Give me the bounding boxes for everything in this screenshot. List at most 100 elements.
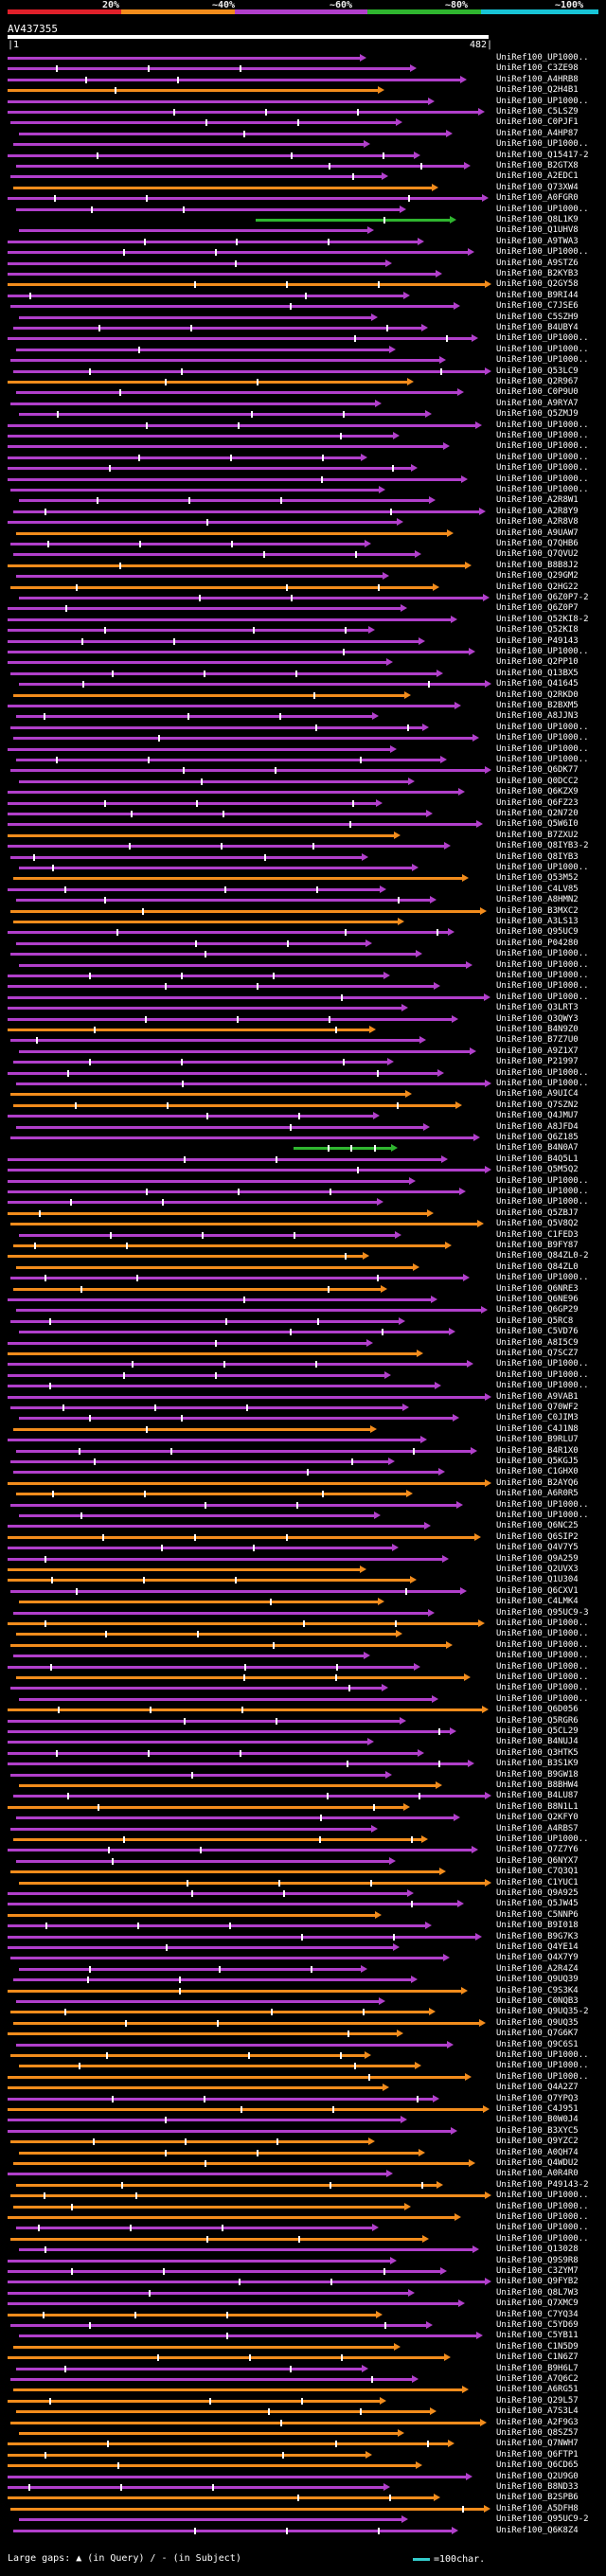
- hit-row[interactable]: UniRef100_A7S3L4: [0, 2406, 606, 2417]
- hit-row[interactable]: UniRef100_B4N9Z0: [0, 1025, 606, 1035]
- hit-label[interactable]: UniRef100_Q9UQ35: [496, 2017, 579, 2028]
- hit-label[interactable]: UniRef100_Q9A259: [496, 1553, 579, 1564]
- hit-row[interactable]: UniRef100_A8JFD4: [0, 1122, 606, 1133]
- hit-row[interactable]: UniRef100_Q7XMC9: [0, 2299, 606, 2309]
- hit-row[interactable]: UniRef100_B8ND33: [0, 2482, 606, 2493]
- hit-row[interactable]: UniRef100_C0P9U0: [0, 387, 606, 398]
- hit-row[interactable]: UniRef100_Q7QHB6: [0, 539, 606, 549]
- hit-row[interactable]: UniRef100_UP1000..: [0, 1359, 606, 1369]
- hit-label[interactable]: UniRef100_Q29L57: [496, 2395, 579, 2406]
- hit-row[interactable]: UniRef100_Q4X7Y9: [0, 1953, 606, 1963]
- hit-row[interactable]: UniRef100_UP1000..: [0, 1197, 606, 1208]
- hit-row[interactable]: UniRef100_Q5JW45: [0, 1899, 606, 1909]
- hit-label[interactable]: UniRef100_Q7YPQ3: [496, 2093, 579, 2103]
- hit-row[interactable]: UniRef100_UP1000..: [0, 647, 606, 657]
- hit-row[interactable]: UniRef100_B3MXC2: [0, 906, 606, 917]
- hit-row[interactable]: UniRef100_UP1000..: [0, 1187, 606, 1197]
- hit-row[interactable]: UniRef100_UP1000..: [0, 453, 606, 463]
- hit-label[interactable]: UniRef100_UP1000..: [496, 1499, 589, 1510]
- hit-label[interactable]: UniRef100_UP1000..: [496, 1651, 589, 1661]
- hit-label[interactable]: UniRef100_B8ND33: [496, 2482, 579, 2492]
- hit-label[interactable]: UniRef100_Q6SIP2: [496, 1531, 579, 1542]
- hit-label[interactable]: UniRef100_Q84ZL0: [496, 1261, 579, 1272]
- hit-row[interactable]: UniRef100_B4UBY4: [0, 323, 606, 333]
- hit-row[interactable]: UniRef100_Q53M52: [0, 873, 606, 884]
- hit-label[interactable]: UniRef100_Q8IYB3-2: [496, 841, 589, 851]
- hit-label[interactable]: UniRef100_Q9C6S1: [496, 2039, 579, 2049]
- hit-row[interactable]: UniRef100_A0QH74: [0, 2148, 606, 2158]
- hit-label[interactable]: UniRef100_UP1000..: [496, 1619, 589, 1628]
- hit-row[interactable]: UniRef100_Q7YPQ3: [0, 2094, 606, 2104]
- hit-label[interactable]: UniRef100_Q95UC9: [496, 927, 579, 938]
- hit-label[interactable]: UniRef100_UP1000..: [496, 1175, 589, 1186]
- hit-label[interactable]: UniRef100_C1N6Z7: [496, 2352, 579, 2363]
- hit-label[interactable]: UniRef100_UP1000..: [496, 1661, 589, 1672]
- hit-label[interactable]: UniRef100_Q6KZX9: [496, 787, 579, 797]
- hit-row[interactable]: UniRef100_B3XYC5: [0, 2126, 606, 2137]
- hit-row[interactable]: UniRef100_Q84ZL0-2: [0, 1251, 606, 1261]
- hit-row[interactable]: UniRef100_Q9S9R8: [0, 2256, 606, 2266]
- hit-row[interactable]: UniRef100_Q8L1K9: [0, 215, 606, 225]
- hit-row[interactable]: UniRef100_Q6CXV1: [0, 1586, 606, 1597]
- hit-label[interactable]: UniRef100_Q7QHB6: [496, 539, 579, 548]
- hit-label[interactable]: UniRef100_UP1000..: [496, 949, 589, 959]
- hit-row[interactable]: UniRef100_UP1000..: [0, 1673, 606, 1683]
- hit-row[interactable]: UniRef100_C5SZH9: [0, 313, 606, 323]
- hit-label[interactable]: UniRef100_Q6CD65: [496, 2460, 579, 2471]
- hit-row[interactable]: UniRef100_UP1000..: [0, 1662, 606, 1673]
- hit-label[interactable]: UniRef100_UP1000..: [496, 333, 589, 344]
- hit-label[interactable]: UniRef100_B7Z7U0: [496, 1035, 579, 1046]
- hit-label[interactable]: UniRef100_C5SZH9: [496, 312, 579, 322]
- hit-row[interactable]: UniRef100_B8N1L1: [0, 1802, 606, 1813]
- hit-label[interactable]: UniRef100_Q9UQ35-2: [496, 2007, 589, 2017]
- hit-row[interactable]: UniRef100_UP1000..: [0, 1511, 606, 1521]
- hit-label[interactable]: UniRef100_Q15417-2: [496, 150, 589, 160]
- hit-label[interactable]: UniRef100_A9STZ6: [496, 258, 579, 268]
- hit-row[interactable]: UniRef100_A9Z1X7: [0, 1046, 606, 1057]
- hit-label[interactable]: UniRef100_UP1000..: [496, 1079, 589, 1088]
- hit-label[interactable]: UniRef100_Q6Z0P7: [496, 603, 579, 614]
- hit-label[interactable]: UniRef100_UP1000..: [496, 247, 589, 258]
- hit-label[interactable]: UniRef100_Q5V8Q2: [496, 1219, 579, 1229]
- hit-label[interactable]: UniRef100_B9RLU7: [496, 1435, 579, 1445]
- hit-label[interactable]: UniRef100_C1N5D9: [496, 2341, 579, 2352]
- hit-row[interactable]: UniRef100_Q8SZ57: [0, 2428, 606, 2439]
- hit-label[interactable]: UniRef100_A9UAW7: [496, 528, 579, 538]
- hit-label[interactable]: UniRef100_UP1000..: [496, 2212, 589, 2222]
- hit-label[interactable]: UniRef100_B4N0A7: [496, 1143, 579, 1154]
- hit-row[interactable]: UniRef100_UP1000..: [0, 2050, 606, 2061]
- hit-row[interactable]: UniRef100_Q5CL29: [0, 1726, 606, 1737]
- hit-row[interactable]: UniRef100_B9G7K3: [0, 1932, 606, 1942]
- hit-row[interactable]: UniRef100_Q9FYB2: [0, 2277, 606, 2287]
- hit-row[interactable]: UniRef100_B4NUJ4: [0, 1737, 606, 1747]
- hit-row[interactable]: UniRef100_Q7QVU2: [0, 549, 606, 560]
- hit-row[interactable]: UniRef100_Q3HTK5: [0, 1748, 606, 1759]
- hit-row[interactable]: UniRef100_Q2GY58: [0, 279, 606, 290]
- hit-label[interactable]: UniRef100_Q4V7Y5: [496, 1543, 579, 1553]
- hit-label[interactable]: UniRef100_C5VD76: [496, 1327, 579, 1337]
- hit-label[interactable]: UniRef100_B8BHW4: [496, 1780, 579, 1790]
- hit-label[interactable]: UniRef100_B4R1X0: [496, 1445, 579, 1456]
- hit-label[interactable]: UniRef100_Q8L7W3: [496, 2287, 579, 2298]
- hit-label[interactable]: UniRef100_A8HMN2: [496, 895, 579, 905]
- hit-label[interactable]: UniRef100_B9I018: [496, 1921, 579, 1931]
- hit-row[interactable]: UniRef100_Q1UHV8: [0, 225, 606, 236]
- hit-row[interactable]: UniRef100_Q29L57: [0, 2396, 606, 2406]
- hit-row[interactable]: UniRef100_A2R8Y9: [0, 507, 606, 517]
- hit-row[interactable]: UniRef100_UP1000..: [0, 205, 606, 215]
- hit-row[interactable]: UniRef100_B4N0A7: [0, 1143, 606, 1154]
- hit-row[interactable]: UniRef100_Q7NWH7: [0, 2439, 606, 2449]
- hit-label[interactable]: UniRef100_Q9A925: [496, 1888, 579, 1898]
- hit-label[interactable]: UniRef100_Q6NC25: [496, 1521, 579, 1531]
- hit-label[interactable]: UniRef100_C5LSZ9: [496, 107, 579, 116]
- hit-label[interactable]: UniRef100_UP1000..: [496, 53, 589, 63]
- hit-row[interactable]: UniRef100_A0R4R0: [0, 2169, 606, 2179]
- hit-label[interactable]: UniRef100_Q9UQ39: [496, 1975, 579, 1985]
- hit-row[interactable]: UniRef100_Q5V8Q2: [0, 1219, 606, 1229]
- hit-label[interactable]: UniRef100_A7S3L4: [496, 2406, 579, 2417]
- hit-label[interactable]: UniRef100_B9FY87: [496, 1241, 579, 1250]
- hit-label[interactable]: UniRef100_UP1000..: [496, 2061, 589, 2071]
- hit-label[interactable]: UniRef100_Q2GY58: [496, 279, 579, 290]
- hit-row[interactable]: UniRef100_B9FY87: [0, 1241, 606, 1251]
- hit-row[interactable]: UniRef100_Q29GM2: [0, 571, 606, 581]
